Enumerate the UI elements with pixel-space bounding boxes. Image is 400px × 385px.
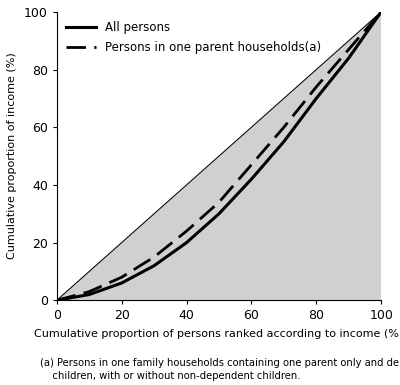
Text: (a) Persons in one family households containing one parent only and dependent
  : (a) Persons in one family households con… <box>40 358 400 381</box>
Legend: All persons, Persons in one parent households(a): All persons, Persons in one parent house… <box>63 18 325 58</box>
Polygon shape <box>57 12 381 300</box>
Y-axis label: Cumulative proportion of income (%): Cumulative proportion of income (%) <box>7 53 17 259</box>
X-axis label: Cumulative proportion of persons ranked according to income (%): Cumulative proportion of persons ranked … <box>34 329 400 339</box>
